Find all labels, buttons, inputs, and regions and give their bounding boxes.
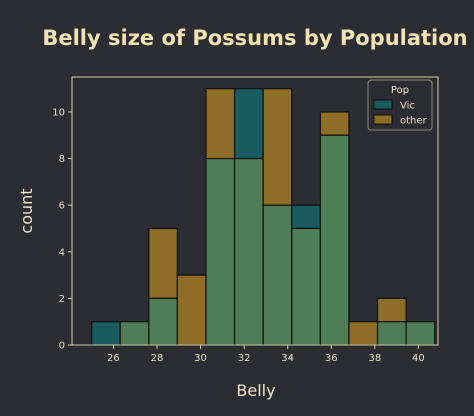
x-tick-label-32: 32 xyxy=(238,353,251,364)
bar-other-2 xyxy=(148,227,178,299)
plot-frame xyxy=(71,76,439,346)
y-tick-label-2: 2 xyxy=(59,294,65,305)
y-tick-label-4: 4 xyxy=(59,247,65,258)
y-tick-label-6: 6 xyxy=(59,201,65,212)
x-tick-label-28: 28 xyxy=(151,353,164,364)
legend: Pop Vic other xyxy=(367,79,433,131)
bar-overlap-11 xyxy=(405,321,436,346)
x-tick-label-38: 38 xyxy=(368,353,381,364)
plot-area: 26 28 30 32 34 36 38 40 0 2 4 6 8 10 xyxy=(52,76,439,364)
legend-label-other: other xyxy=(400,116,428,127)
x-tick-label-34: 34 xyxy=(281,353,294,364)
chart-title: Belly size of Possums by Population xyxy=(42,26,467,50)
x-tick-label-26: 26 xyxy=(107,353,120,364)
bar-overlap-8 xyxy=(319,134,350,346)
x-tick-label-40: 40 xyxy=(412,353,425,364)
y-tick-label-0: 0 xyxy=(59,341,65,352)
bar-vic-5 xyxy=(233,88,264,160)
bar-other-9 xyxy=(348,321,379,346)
bar-vic-0 xyxy=(91,321,121,346)
bar-overlap-1 xyxy=(119,321,150,346)
bar-overlap-2 xyxy=(148,297,178,346)
bar-other-10 xyxy=(376,297,407,323)
bar-vic-7 xyxy=(291,204,321,230)
bar-overlap-4 xyxy=(205,157,236,346)
bar-other-3 xyxy=(176,274,207,346)
bar-other-6 xyxy=(262,88,293,206)
x-tick-label-30: 30 xyxy=(194,353,207,364)
x-axis-label: Belly xyxy=(236,381,275,400)
legend-label-vic: Vic xyxy=(400,101,415,112)
bar-overlap-10 xyxy=(376,321,407,346)
bar-other-8 xyxy=(319,111,350,136)
y-tick-label-8: 8 xyxy=(59,154,65,165)
bar-other-4 xyxy=(205,88,236,160)
legend-title: Pop xyxy=(391,85,409,96)
legend-swatch-other xyxy=(373,114,393,125)
bar-overlap-6 xyxy=(262,204,293,346)
y-axis-label: count xyxy=(17,188,36,233)
bar-overlap-5 xyxy=(233,157,264,346)
x-tick-label-36: 36 xyxy=(325,353,338,364)
y-tick-label-10: 10 xyxy=(52,107,65,118)
legend-swatch-vic xyxy=(373,99,393,110)
bar-overlap-7 xyxy=(291,227,321,346)
